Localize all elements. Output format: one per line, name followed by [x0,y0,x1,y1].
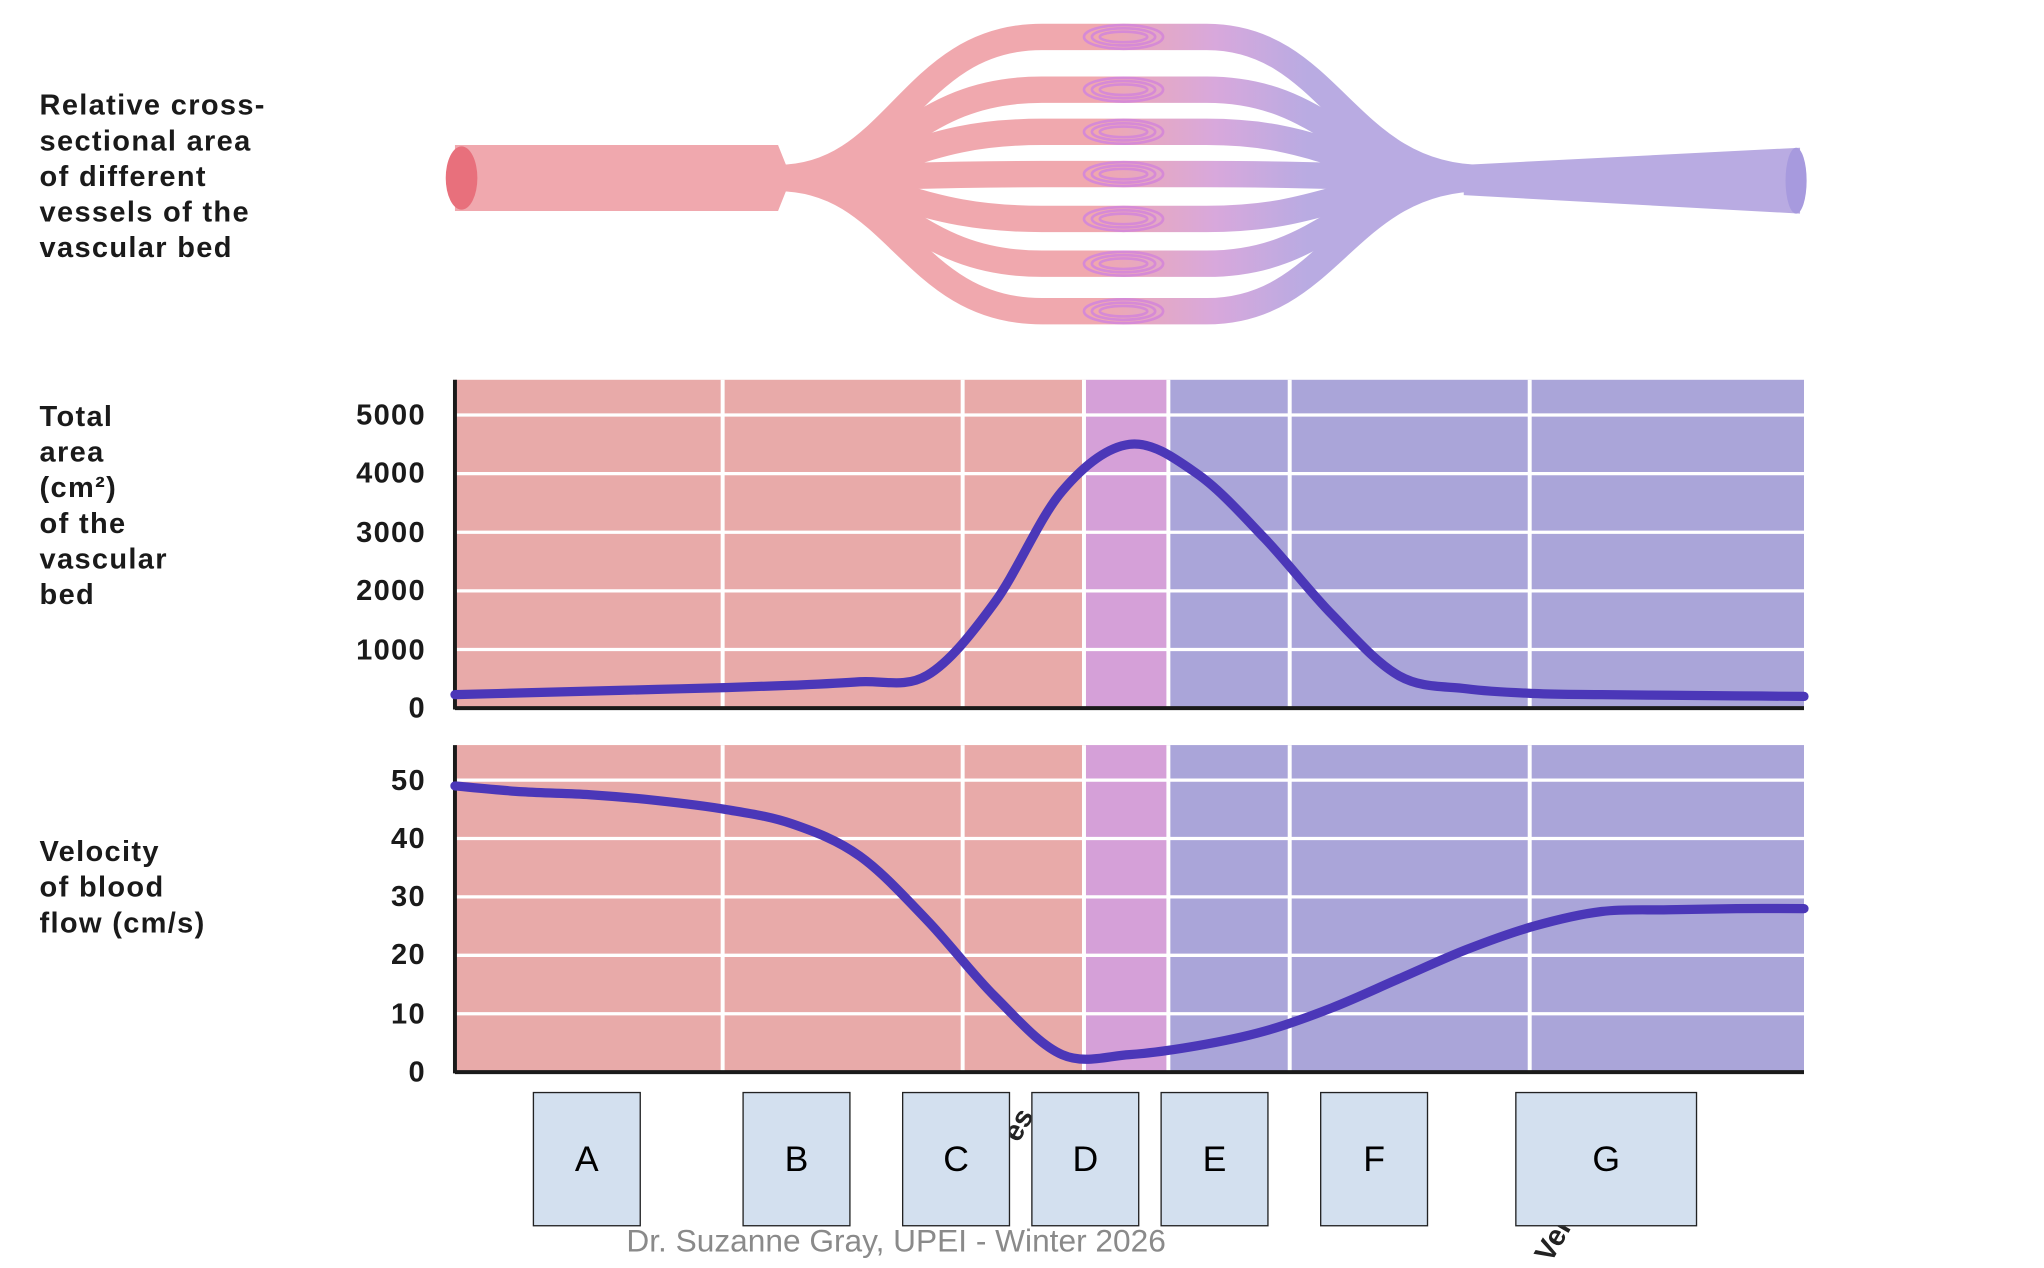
vascular-bed-illustration [445,23,1807,325]
label-line: (cm²) [39,470,118,504]
label-line: of different [39,159,207,193]
answer-box-d[interactable]: D [1031,1091,1140,1227]
artery [454,145,792,211]
label-line: vascular [39,541,168,575]
capillary-loop [1082,250,1165,277]
capillary-loop [1082,160,1165,188]
chart-panel-1 [450,379,1809,711]
label-line: sectional area [39,123,252,157]
capillary-loop [1082,23,1165,51]
capillary-loop [1090,209,1157,229]
answer-box-e[interactable]: E [1160,1091,1269,1227]
capillary-loop [1090,164,1157,184]
y-tick-label: 0 [408,691,426,724]
capillary-loop [1090,253,1157,274]
region-arterial [454,745,1084,1073]
y-tick-label: 20 [391,938,426,972]
capillary-loop [1090,301,1157,322]
capillary-loop [1098,212,1149,226]
y-tick-label: 50 [391,762,426,796]
region-arterial [454,379,1084,709]
answer-box-c[interactable]: C [901,1091,1011,1227]
capillary-loop [1090,79,1157,100]
label-line: flow (cm/s) [39,905,206,939]
y-tick-label: 1000 [356,632,426,666]
chart-panel-2 [450,745,1809,1075]
capillary-loop [1098,257,1149,271]
capillary-loop [1082,205,1165,233]
capillary-loop [1098,30,1149,44]
data-line [450,439,1809,702]
region-capillary [1083,745,1169,1073]
label-line: Relative cross- [39,88,266,122]
label-line: vascular bed [39,230,233,264]
y-tick-label: 40 [391,821,426,855]
diagram-label: Relative cross- sectional area of differ… [40,87,266,265]
y-tick-label: 10 [391,996,426,1030]
label-line: vessels of the [39,195,250,229]
vessel-branches [445,23,1807,325]
capillary-loop [1090,121,1157,142]
y-tick-label: 2000 [356,573,426,607]
answer-box-g[interactable]: G [1515,1091,1698,1227]
vein-opening [1785,147,1807,214]
y-tick-label: 30 [391,879,426,913]
label-line: of the [39,506,127,540]
vein [1463,147,1801,214]
capillary-loop [1098,83,1149,97]
region-capillary [1083,379,1169,709]
label-line: of blood [39,870,165,904]
area-axis-label: Total area (cm²) of the vascular bed [40,398,168,612]
answer-box-a[interactable]: A [532,1091,641,1227]
capillary-loop [1082,298,1165,325]
artery-opening [445,146,478,210]
answer-box-f[interactable]: F [1320,1091,1429,1227]
capillary-loop [1082,76,1165,103]
vessel-branch [777,164,1484,325]
capillary-loop [1098,304,1149,318]
footer-credit: Dr. Suzanne Gray, UPEI - Winter 2026 [626,1223,1166,1260]
label-line: bed [39,577,96,611]
capillary-loop [1098,167,1149,181]
label-line: Velocity [39,834,160,868]
capillary-loop [1098,125,1149,139]
data-line [450,781,1809,1064]
velocity-axis-label: Velocity of blood flow (cm/s) [40,833,206,940]
y-tick-label: 3000 [356,515,426,549]
capillary-loop [1082,118,1165,146]
label-line: Total [39,399,114,433]
y-tick-label: 5000 [356,397,426,431]
answer-box-b[interactable]: B [742,1091,851,1227]
y-tick-label: 0 [408,1054,426,1088]
label-line: area [39,435,105,469]
capillary-loop [1090,27,1157,47]
y-tick-label: 4000 [356,456,426,490]
